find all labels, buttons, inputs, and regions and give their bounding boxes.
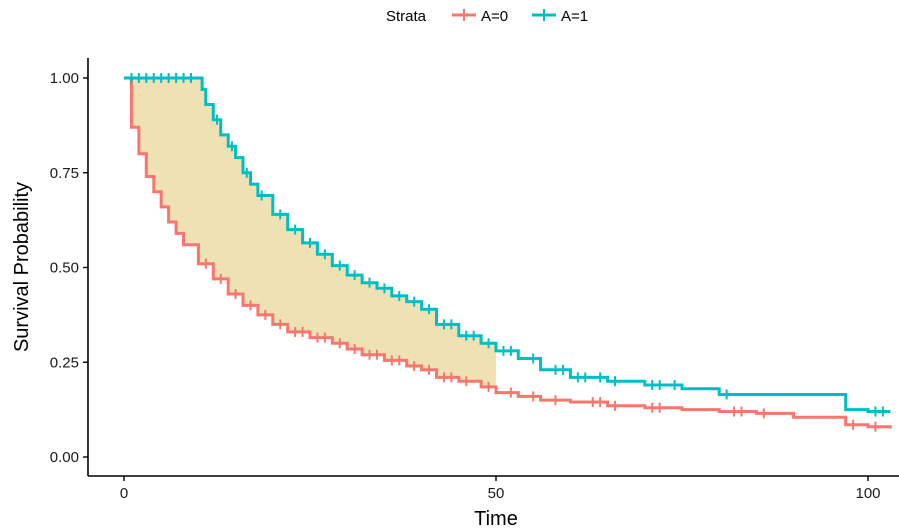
legend-title: Strata: [386, 8, 427, 25]
censor-marks-a0: [204, 258, 877, 432]
x-axis-title: Time: [474, 508, 518, 530]
y-tick-label: 1.00: [50, 70, 79, 87]
x-tick-label: 100: [855, 485, 880, 502]
censor-marks-a1: [130, 73, 884, 417]
y-tick-label: 0.50: [50, 260, 79, 277]
legend: Strata A=0 A=1: [386, 8, 588, 25]
x-tick-label: 50: [488, 485, 505, 502]
x-ticks: 0 50 100: [120, 476, 881, 502]
y-tick-label: 0.00: [50, 449, 79, 466]
y-ticks: 0.00 0.25 0.50 0.75 1.00: [50, 70, 88, 466]
y-tick-label: 0.25: [50, 354, 79, 371]
y-axis-title: Survival Probability: [11, 182, 33, 352]
x-tick-label: 0: [120, 485, 128, 502]
survival-curve-a0: [124, 76, 892, 429]
legend-label-a1: A=1: [561, 8, 588, 25]
shaded-difference-region: [124, 78, 496, 393]
legend-label-a0: A=0: [481, 8, 508, 25]
y-tick-label: 0.75: [50, 165, 79, 182]
